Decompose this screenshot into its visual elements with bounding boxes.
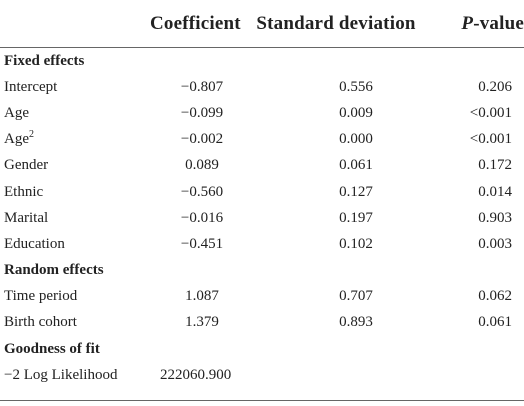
header-p-value: P-value: [432, 0, 524, 48]
row-label-text: Age: [4, 131, 29, 148]
cell-coefficient: −0.807: [180, 78, 224, 95]
cell-standard-deviation: 0.000: [339, 131, 373, 148]
cell-coefficient: 1.087: [185, 288, 219, 305]
row-label: Birth cohort: [4, 314, 77, 331]
cell-p-value: 0.903: [478, 209, 512, 226]
table-row: Birth cohort 1.379 0.893 0.061: [0, 310, 524, 336]
table-row: Marital −0.016 0.197 0.903: [0, 205, 524, 231]
cell-coefficient: −0.016: [180, 209, 224, 226]
row-label: Time period: [4, 288, 78, 305]
row-label: Age2: [0, 127, 150, 153]
cell-p-value: 0.061: [478, 314, 512, 331]
header-row: Coefficient Standard deviation P-value: [0, 0, 524, 48]
results-table: Coefficient Standard deviation P-value F…: [0, 0, 524, 389]
table-row: Age −0.099 0.009 <0.001: [0, 100, 524, 126]
cell-standard-deviation: 0.197: [339, 209, 373, 226]
cell-coefficient: 1.379: [185, 314, 219, 331]
header-blank: [0, 0, 150, 48]
section-row-goodness-of-fit: Goodness of fit: [0, 336, 524, 362]
row-label: Education: [4, 235, 65, 252]
cell-p-value: 0.206: [478, 78, 512, 95]
cell-coefficient: −0.002: [180, 131, 224, 148]
cell-p-value: 0.172: [478, 157, 512, 174]
cell-p-value: 0.062: [478, 288, 512, 305]
section-row-fixed-effects: Fixed effects: [0, 48, 524, 75]
section-label-goodness-of-fit: Goodness of fit: [4, 340, 100, 357]
cell-standard-deviation: 0.009: [339, 104, 373, 121]
section-row-random-effects: Random effects: [0, 258, 524, 284]
row-label: Age: [4, 104, 29, 121]
cell-standard-deviation: 0.102: [339, 235, 373, 252]
table-row: Age2 −0.002 0.000 <0.001: [0, 127, 524, 153]
row-label: Intercept: [4, 78, 58, 95]
table-row: Education −0.451 0.102 0.003: [0, 231, 524, 257]
header-coefficient: Coefficient: [150, 0, 241, 48]
cell-standard-deviation: 0.893: [339, 314, 373, 331]
cell-standard-deviation: 0.556: [339, 78, 373, 95]
table-row: Ethnic −0.560 0.127 0.014: [0, 179, 524, 205]
cell-coefficient: −0.099: [180, 104, 224, 121]
table-row: Intercept −0.807 0.556 0.206: [0, 74, 524, 100]
cell-p-value: <0.001: [469, 131, 512, 148]
row-label: Ethnic: [4, 183, 44, 200]
row-label-superscript: 2: [29, 129, 34, 141]
cell-log-likelihood-value: 222060.900: [160, 366, 232, 383]
cell-p-value: <0.001: [469, 104, 512, 121]
cell-p-value: 0.014: [478, 183, 512, 200]
header-p-letter: P: [461, 12, 474, 34]
cell-standard-deviation: 0.061: [339, 157, 373, 174]
row-label: −2 Log Likelihood: [4, 366, 118, 383]
row-label: Gender: [4, 157, 49, 174]
table-row: Time period 1.087 0.707 0.062: [0, 284, 524, 310]
header-standard-deviation: Standard deviation: [240, 0, 432, 48]
cell-coefficient: −0.560: [180, 183, 224, 200]
row-label: Marital: [4, 209, 49, 226]
table-row: Gender 0.089 0.061 0.172: [0, 153, 524, 179]
table-header: Coefficient Standard deviation P-value: [0, 0, 524, 48]
table-row: −2 Log Likelihood 222060.900: [0, 362, 524, 388]
header-p-suffix: -value: [473, 12, 524, 34]
section-label-random-effects: Random effects: [4, 262, 104, 279]
table-bottom-rule: [0, 400, 524, 401]
cell-p-value: 0.003: [478, 235, 512, 252]
cell-standard-deviation: 0.707: [339, 288, 373, 305]
table-body: Fixed effects Intercept −0.807 0.556 0.2…: [0, 48, 524, 389]
cell-standard-deviation: 0.127: [339, 183, 373, 200]
cell-coefficient: 0.089: [185, 157, 219, 174]
cell-coefficient: −0.451: [180, 235, 224, 252]
section-label-fixed-effects: Fixed effects: [4, 52, 85, 69]
